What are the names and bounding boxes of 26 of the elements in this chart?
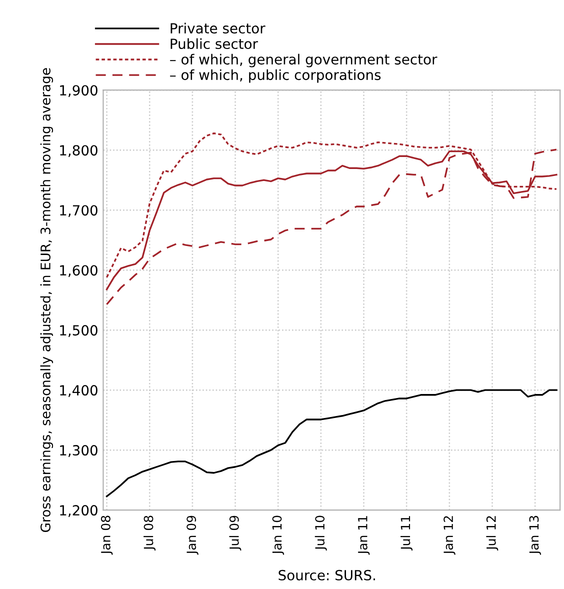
x-tick-label: Jan 10 [272, 516, 284, 555]
x-tick-label: Jul 12 [486, 516, 498, 551]
x-tick-label: Jul 08 [144, 516, 156, 551]
legend-label: Public sector [170, 38, 258, 50]
x-tick-label: Jan 09 [186, 516, 198, 555]
y-axis-title: Gross earnings, seasonally adjusted, in EUR, 3-month moving average [40, 68, 54, 532]
line-series [106, 389, 558, 498]
y-tick-label: 1,900 [60, 85, 98, 98]
y-tick-label: 1,800 [60, 145, 98, 157]
x-tick-label: Jul 11 [400, 516, 413, 551]
y-tick-label: 1,400 [60, 385, 98, 397]
y-tick-label: 1,500 [60, 325, 98, 337]
source-note: Source: SURS. [278, 570, 375, 580]
x-tick-label: Jan 08 [100, 516, 113, 555]
y-tick-label: 1,300 [60, 445, 98, 457]
y-tick-label: 1,200 [60, 505, 98, 517]
legend-label: Private sector [170, 22, 266, 34]
x-tick-label: Jan 12 [444, 516, 456, 555]
x-tick-label: Jul 09 [229, 516, 242, 551]
y-tick-label: 1,600 [60, 265, 98, 277]
x-tick-label: Jul 10 [314, 516, 327, 551]
legend-label: – of which, public corporations [170, 69, 381, 83]
y-tick-label: 1,700 [60, 205, 98, 217]
x-tick-label: Jan 11 [358, 516, 370, 555]
legend-label: – of which, general government sector [170, 54, 438, 68]
x-tick-label: Jan 13 [529, 516, 542, 555]
